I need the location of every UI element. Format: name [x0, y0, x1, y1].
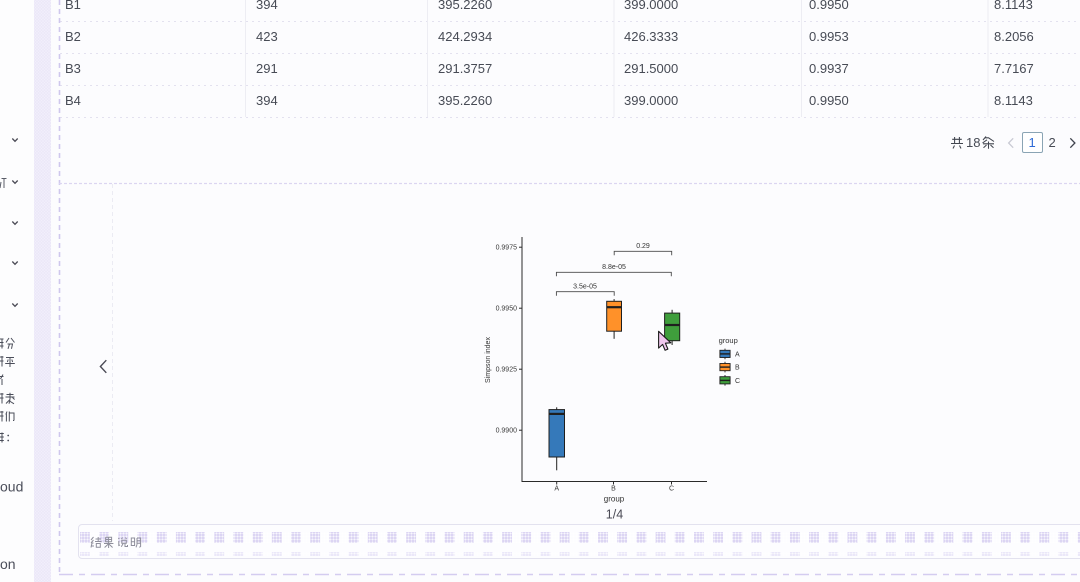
svg-text:0.9925: 0.9925 — [496, 367, 518, 374]
svg-text:A: A — [735, 351, 740, 358]
svg-text:0.29: 0.29 — [636, 243, 650, 250]
svg-text:B: B — [611, 486, 616, 493]
svg-text:1/4: 1/4 — [606, 508, 623, 522]
svg-text:group: group — [719, 336, 738, 345]
svg-text:Simpson index: Simpson index — [485, 337, 492, 383]
svg-text:0.9950: 0.9950 — [496, 306, 518, 313]
svg-text:0.9900: 0.9900 — [496, 428, 518, 435]
svg-text:oud: oud — [0, 479, 23, 495]
svg-text:0.9975: 0.9975 — [496, 245, 518, 252]
svg-text:group: group — [604, 495, 625, 504]
svg-text:on: on — [0, 556, 16, 572]
svg-text:8.8e-05: 8.8e-05 — [602, 264, 626, 271]
svg-text:B: B — [735, 365, 740, 372]
svg-text:C: C — [669, 486, 674, 493]
svg-text:A: A — [554, 486, 559, 493]
svg-text:C: C — [735, 378, 740, 385]
svg-text:3.5e-05: 3.5e-05 — [573, 284, 597, 291]
